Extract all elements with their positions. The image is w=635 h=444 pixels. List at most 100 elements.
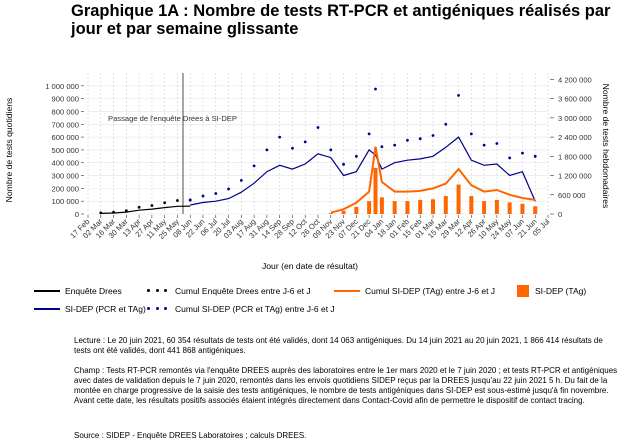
legend: Enquête Drees Cumul Enquête Drees entre …: [34, 285, 624, 320]
legend-label: SI-DEP (TAg): [535, 286, 587, 296]
point-cumul-si-dep-pcr-et-tag-entre-j-6-et-j: [444, 122, 448, 126]
y-axis-right: 0 600 000 1 200 000 1 800 000 2 400 000 3 000…: [550, 75, 592, 219]
legend-label: SI-DEP (PCR et TAg): [65, 304, 146, 314]
y-left-tick-label: 900 000: [52, 95, 79, 104]
point-cumul-si-dep-pcr-et-tag-entre-j-6-et-j: [227, 187, 230, 191]
point-cumul-si-dep-pcr-et-tag-entre-j-6-et-j: [278, 135, 282, 139]
legend-item-sidep: SI-DEP (PCR et TAg): [34, 304, 146, 314]
point-cumul-enqu-te-drees-entre-j-6-et-j: [99, 211, 103, 215]
point-cumul-si-dep-pcr-et-tag-entre-j-6-et-j: [533, 154, 537, 158]
bar-si-dep-tag: [341, 210, 346, 214]
bar-si-dep-tag: [328, 213, 333, 214]
point-cumul-si-dep-pcr-et-tag-entre-j-6-et-j: [406, 138, 409, 142]
point-cumul-si-dep-pcr-et-tag-entre-j-6-et-j: [367, 132, 371, 136]
note-source: Source : SIDEP - Enquête DREES Laboratoi…: [74, 431, 307, 440]
point-cumul-si-dep-pcr-et-tag-entre-j-6-et-j: [482, 143, 486, 147]
point-cumul-si-dep-pcr-et-tag-entre-j-6-et-j: [521, 151, 524, 155]
point-cumul-enqu-te-drees-entre-j-6-et-j: [150, 204, 154, 207]
point-cumul-enqu-te-drees-entre-j-6-et-j: [112, 210, 115, 214]
bar-si-dep-tag: [533, 206, 538, 214]
bar-si-dep-tag: [494, 199, 499, 214]
bar-si-dep-tag: [469, 196, 474, 214]
y-right-tick-label: 0: [558, 210, 562, 219]
legend-item-cumul-sidep: Cumul SI-DEP (PCR et TAg) entre J-6 et J: [144, 304, 335, 314]
point-cumul-si-dep-pcr-et-tag-entre-j-6-et-j: [393, 143, 397, 147]
point-cumul-si-dep-pcr-et-tag-entre-j-6-et-j: [469, 132, 473, 136]
series-lines: [99, 87, 537, 215]
y-right-tick-label: 2 400 000: [558, 133, 592, 142]
legend-label: Enquête Drees: [65, 286, 122, 296]
point-cumul-si-dep-pcr-et-tag-entre-j-6-et-j: [291, 146, 294, 150]
y-axis-left-label: Nombre de tests quotidiens: [4, 98, 14, 203]
bar-si-dep-tag: [482, 201, 487, 214]
y-left-tick-label: 700 000: [52, 120, 79, 129]
bar-si-dep-tag: [507, 202, 512, 214]
point-cumul-si-dep-pcr-et-tag-entre-j-6-et-j: [252, 164, 256, 168]
y-right-tick-label: 3 000 000: [558, 114, 592, 123]
point-cumul-si-dep-pcr-et-tag-entre-j-6-et-j: [329, 148, 333, 152]
bar-si-dep-tag: [405, 201, 410, 214]
point-cumul-si-dep-pcr-et-tag-entre-j-6-et-j: [239, 178, 243, 182]
bar-si-dep-tag: [379, 197, 384, 214]
y-left-tick-label: 800 000: [52, 107, 79, 116]
bar-si-dep-tag: [367, 201, 372, 214]
point-cumul-si-dep-pcr-et-tag-entre-j-6-et-j: [201, 194, 205, 198]
bar-si-dep-tag: [373, 167, 378, 214]
line-cumul-si-dep-tag-entre-j-6-et-j: [330, 146, 536, 214]
point-cumul-si-dep-pcr-et-tag-entre-j-6-et-j: [354, 154, 358, 158]
legend-item-tag: SI-DEP (TAg): [517, 285, 586, 297]
point-cumul-si-dep-pcr-et-tag-entre-j-6-et-j: [374, 87, 377, 91]
note-lecture: Lecture : Le 20 juin 2021, 60 354 résult…: [74, 336, 603, 355]
point-cumul-enqu-te-drees-entre-j-6-et-j: [124, 209, 128, 213]
y-right-tick-label: 1 800 000: [558, 152, 592, 161]
point-cumul-si-dep-pcr-et-tag-entre-j-6-et-j: [188, 198, 192, 202]
y-right-tick-label: 3 600 000: [558, 95, 592, 104]
bar-si-dep-tag: [456, 184, 461, 214]
bar-si-dep-tag: [431, 199, 435, 214]
y-left-tick-label: 0: [75, 210, 79, 219]
bar-si-dep-tag: [520, 203, 525, 214]
y-left-tick-label: 1 000 000: [45, 82, 79, 91]
y-axis-right-label: Nombre de tests hebdomadaires: [601, 84, 611, 209]
point-cumul-enqu-te-drees-entre-j-6-et-j: [176, 199, 179, 202]
y-right-tick-label: 4 200 000: [558, 75, 592, 84]
tag-bars: [328, 167, 538, 214]
annotation-group: Passage de l'enquête Drees à SI-DEP: [108, 73, 237, 214]
grid-lines: [87, 73, 549, 215]
point-cumul-si-dep-pcr-et-tag-entre-j-6-et-j: [418, 137, 422, 141]
point-cumul-si-dep-pcr-et-tag-entre-j-6-et-j: [316, 126, 320, 129]
legend-label: Cumul SI-DEP (TAg) entre J-6 et J: [365, 286, 496, 296]
annotation-text: Passage de l'enquête Drees à SI-DEP: [108, 114, 237, 123]
legend-label: Cumul SI-DEP (PCR et TAg) entre J-6 et J: [175, 304, 335, 314]
y-left-tick-label: 400 000: [52, 159, 79, 168]
point-cumul-si-dep-pcr-et-tag-entre-j-6-et-j: [380, 145, 384, 149]
y-left-tick-label: 600 000: [52, 133, 79, 142]
legend-item-cumul-tag: Cumul SI-DEP (TAg) entre J-6 et J: [334, 286, 495, 296]
point-cumul-si-dep-pcr-et-tag-entre-j-6-et-j: [508, 156, 512, 160]
legend-label: Cumul Enquête Drees entre J-6 et J: [175, 286, 311, 296]
point-cumul-si-dep-pcr-et-tag-entre-j-6-et-j: [214, 192, 218, 195]
point-cumul-enqu-te-drees-entre-j-6-et-j: [163, 201, 167, 205]
legend-item-drees: Enquête Drees: [34, 286, 122, 296]
bar-si-dep-tag: [392, 201, 397, 214]
y-right-tick-label: 600 000: [558, 191, 585, 200]
point-cumul-si-dep-pcr-et-tag-entre-j-6-et-j: [457, 94, 460, 97]
note-champ: Champ : Tests RT-PCR remontés via l'enqu…: [74, 366, 618, 405]
point-cumul-si-dep-pcr-et-tag-entre-j-6-et-j: [265, 148, 269, 152]
point-cumul-enqu-te-drees-entre-j-6-et-j: [137, 205, 141, 209]
y-axis-left: 0 100 000 200 000 300 000 400 000 500 000 600 …: [45, 82, 84, 219]
bar-si-dep-tag: [418, 199, 423, 214]
y-right-tick-label: 1 200 000: [558, 172, 592, 181]
point-cumul-si-dep-pcr-et-tag-entre-j-6-et-j: [342, 162, 345, 166]
bar-si-dep-tag: [354, 206, 359, 214]
chart-svg: Passage de l'enquête Drees à SI-DEP 0 100…: [4, 73, 611, 271]
y-left-tick-label: 500 000: [52, 146, 79, 155]
bar-si-dep-tag: [443, 196, 448, 214]
line-si-dep-pcr-et-tag: [190, 136, 536, 206]
point-cumul-si-dep-pcr-et-tag-entre-j-6-et-j: [495, 142, 499, 145]
y-left-tick-label: 200 000: [52, 184, 79, 193]
point-cumul-si-dep-pcr-et-tag-entre-j-6-et-j: [303, 140, 307, 144]
point-cumul-si-dep-pcr-et-tag-entre-j-6-et-j: [431, 134, 435, 137]
legend-item-cumul-drees: Cumul Enquête Drees entre J-6 et J: [144, 286, 311, 296]
